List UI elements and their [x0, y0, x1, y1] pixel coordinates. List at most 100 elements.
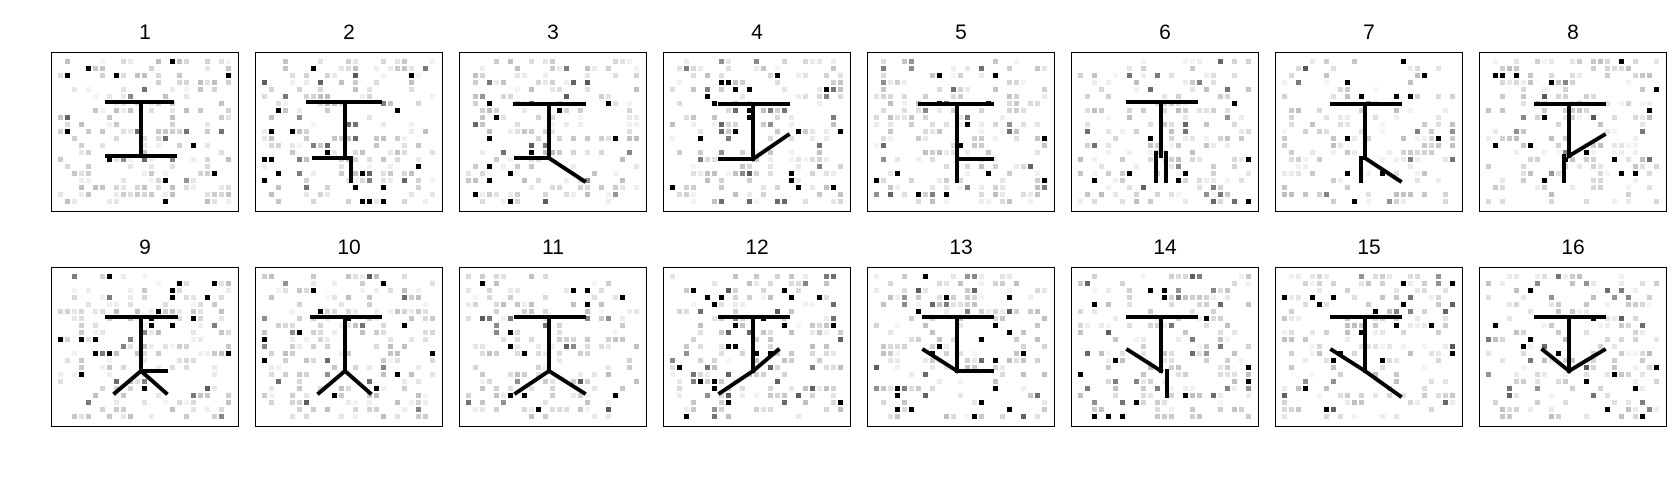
noise-pixel — [754, 337, 759, 342]
noise-pixel — [480, 386, 485, 391]
noise-pixel — [1042, 94, 1047, 99]
noise-pixel — [184, 400, 189, 405]
noise-pixel — [276, 101, 281, 106]
noise-pixel — [290, 351, 295, 356]
noise-pixel — [1183, 80, 1188, 85]
noise-pixel — [149, 171, 154, 176]
noise-pixel — [1197, 351, 1202, 356]
noise-pixel — [930, 386, 935, 391]
noise-pixel — [297, 316, 302, 321]
noise-pixel — [684, 309, 689, 314]
noise-pixel — [1204, 316, 1209, 321]
noise-pixel — [1605, 316, 1610, 321]
noise-pixel — [163, 129, 168, 134]
glyph-stroke — [546, 368, 587, 396]
noise-pixel — [1401, 136, 1406, 141]
noise-pixel — [888, 136, 893, 141]
noise-pixel — [585, 351, 590, 356]
noise-pixel — [79, 192, 84, 197]
noise-pixel — [1654, 281, 1659, 286]
noise-pixel — [1021, 386, 1026, 391]
noise-pixel — [902, 101, 907, 106]
noise-pixel — [480, 108, 485, 113]
noise-pixel — [1296, 171, 1301, 176]
noise-pixel — [684, 407, 689, 412]
noise-pixel — [1563, 274, 1568, 279]
noise-pixel — [1647, 157, 1652, 162]
noise-pixel — [965, 87, 970, 92]
noise-pixel — [831, 122, 836, 127]
noise-pixel — [606, 344, 611, 349]
noise-pixel — [79, 122, 84, 127]
noise-pixel — [297, 288, 302, 293]
noise-pixel — [212, 372, 217, 377]
noise-pixel — [1141, 372, 1146, 377]
noise-pixel — [1014, 281, 1019, 286]
noise-pixel — [367, 157, 372, 162]
noise-pixel — [1584, 302, 1589, 307]
noise-pixel — [1542, 94, 1547, 99]
noise-pixel — [958, 87, 963, 92]
noise-pixel — [881, 94, 886, 99]
noise-pixel — [1289, 115, 1294, 120]
noise-pixel — [205, 407, 210, 412]
noise-pixel — [684, 351, 689, 356]
noise-pixel — [1549, 393, 1554, 398]
noise-pixel — [958, 115, 963, 120]
noise-pixel — [1436, 295, 1441, 300]
noise-pixel — [1113, 192, 1118, 197]
noise-pixel — [1394, 288, 1399, 293]
noise-pixel — [1289, 337, 1294, 342]
noise-pixel — [1612, 372, 1617, 377]
noise-pixel — [1640, 351, 1645, 356]
noise-pixel — [775, 73, 780, 78]
noise-pixel — [1169, 157, 1174, 162]
noise-pixel — [529, 386, 534, 391]
noise-pixel — [578, 108, 583, 113]
noise-pixel — [473, 192, 478, 197]
noise-pixel — [402, 59, 407, 64]
noise-pixel — [909, 66, 914, 71]
noise-pixel — [1633, 73, 1638, 78]
noise-pixel — [712, 281, 717, 286]
noise-pixel — [416, 393, 421, 398]
noise-pixel — [65, 199, 70, 204]
noise-pixel — [480, 316, 485, 321]
noise-pixel — [691, 115, 696, 120]
noise-pixel — [135, 351, 140, 356]
noise-pixel — [1521, 80, 1526, 85]
noise-pixel — [142, 344, 147, 349]
noise-pixel — [501, 337, 506, 342]
noise-pixel — [58, 115, 63, 120]
noise-pixel — [606, 372, 611, 377]
noise-pixel — [72, 316, 77, 321]
noise-pixel — [1127, 115, 1132, 120]
noise-pixel — [1000, 281, 1005, 286]
noise-pixel — [557, 330, 562, 335]
noise-pixel — [508, 386, 513, 391]
noise-pixel — [1422, 73, 1427, 78]
noise-pixel — [1436, 274, 1441, 279]
noise-pixel — [944, 281, 949, 286]
noise-pixel — [1190, 337, 1195, 342]
noise-pixel — [1352, 414, 1357, 419]
panel-title: 3 — [547, 21, 559, 44]
noise-pixel — [1099, 351, 1104, 356]
noise-pixel — [1394, 157, 1399, 162]
noise-pixel — [712, 379, 717, 384]
noise-pixel — [466, 178, 471, 183]
noise-pixel — [367, 164, 372, 169]
noise-pixel — [1007, 171, 1012, 176]
noise-pixel — [712, 302, 717, 307]
noise-pixel — [1563, 372, 1568, 377]
noise-pixel — [1162, 351, 1167, 356]
noise-pixel — [1085, 143, 1090, 148]
noise-pixel — [599, 309, 604, 314]
noise-pixel — [353, 407, 358, 412]
noise-pixel — [916, 288, 921, 293]
noise-pixel — [212, 199, 217, 204]
noise-image — [663, 267, 851, 427]
noise-pixel — [754, 66, 759, 71]
noise-pixel — [1640, 73, 1645, 78]
noise-pixel — [958, 143, 963, 148]
